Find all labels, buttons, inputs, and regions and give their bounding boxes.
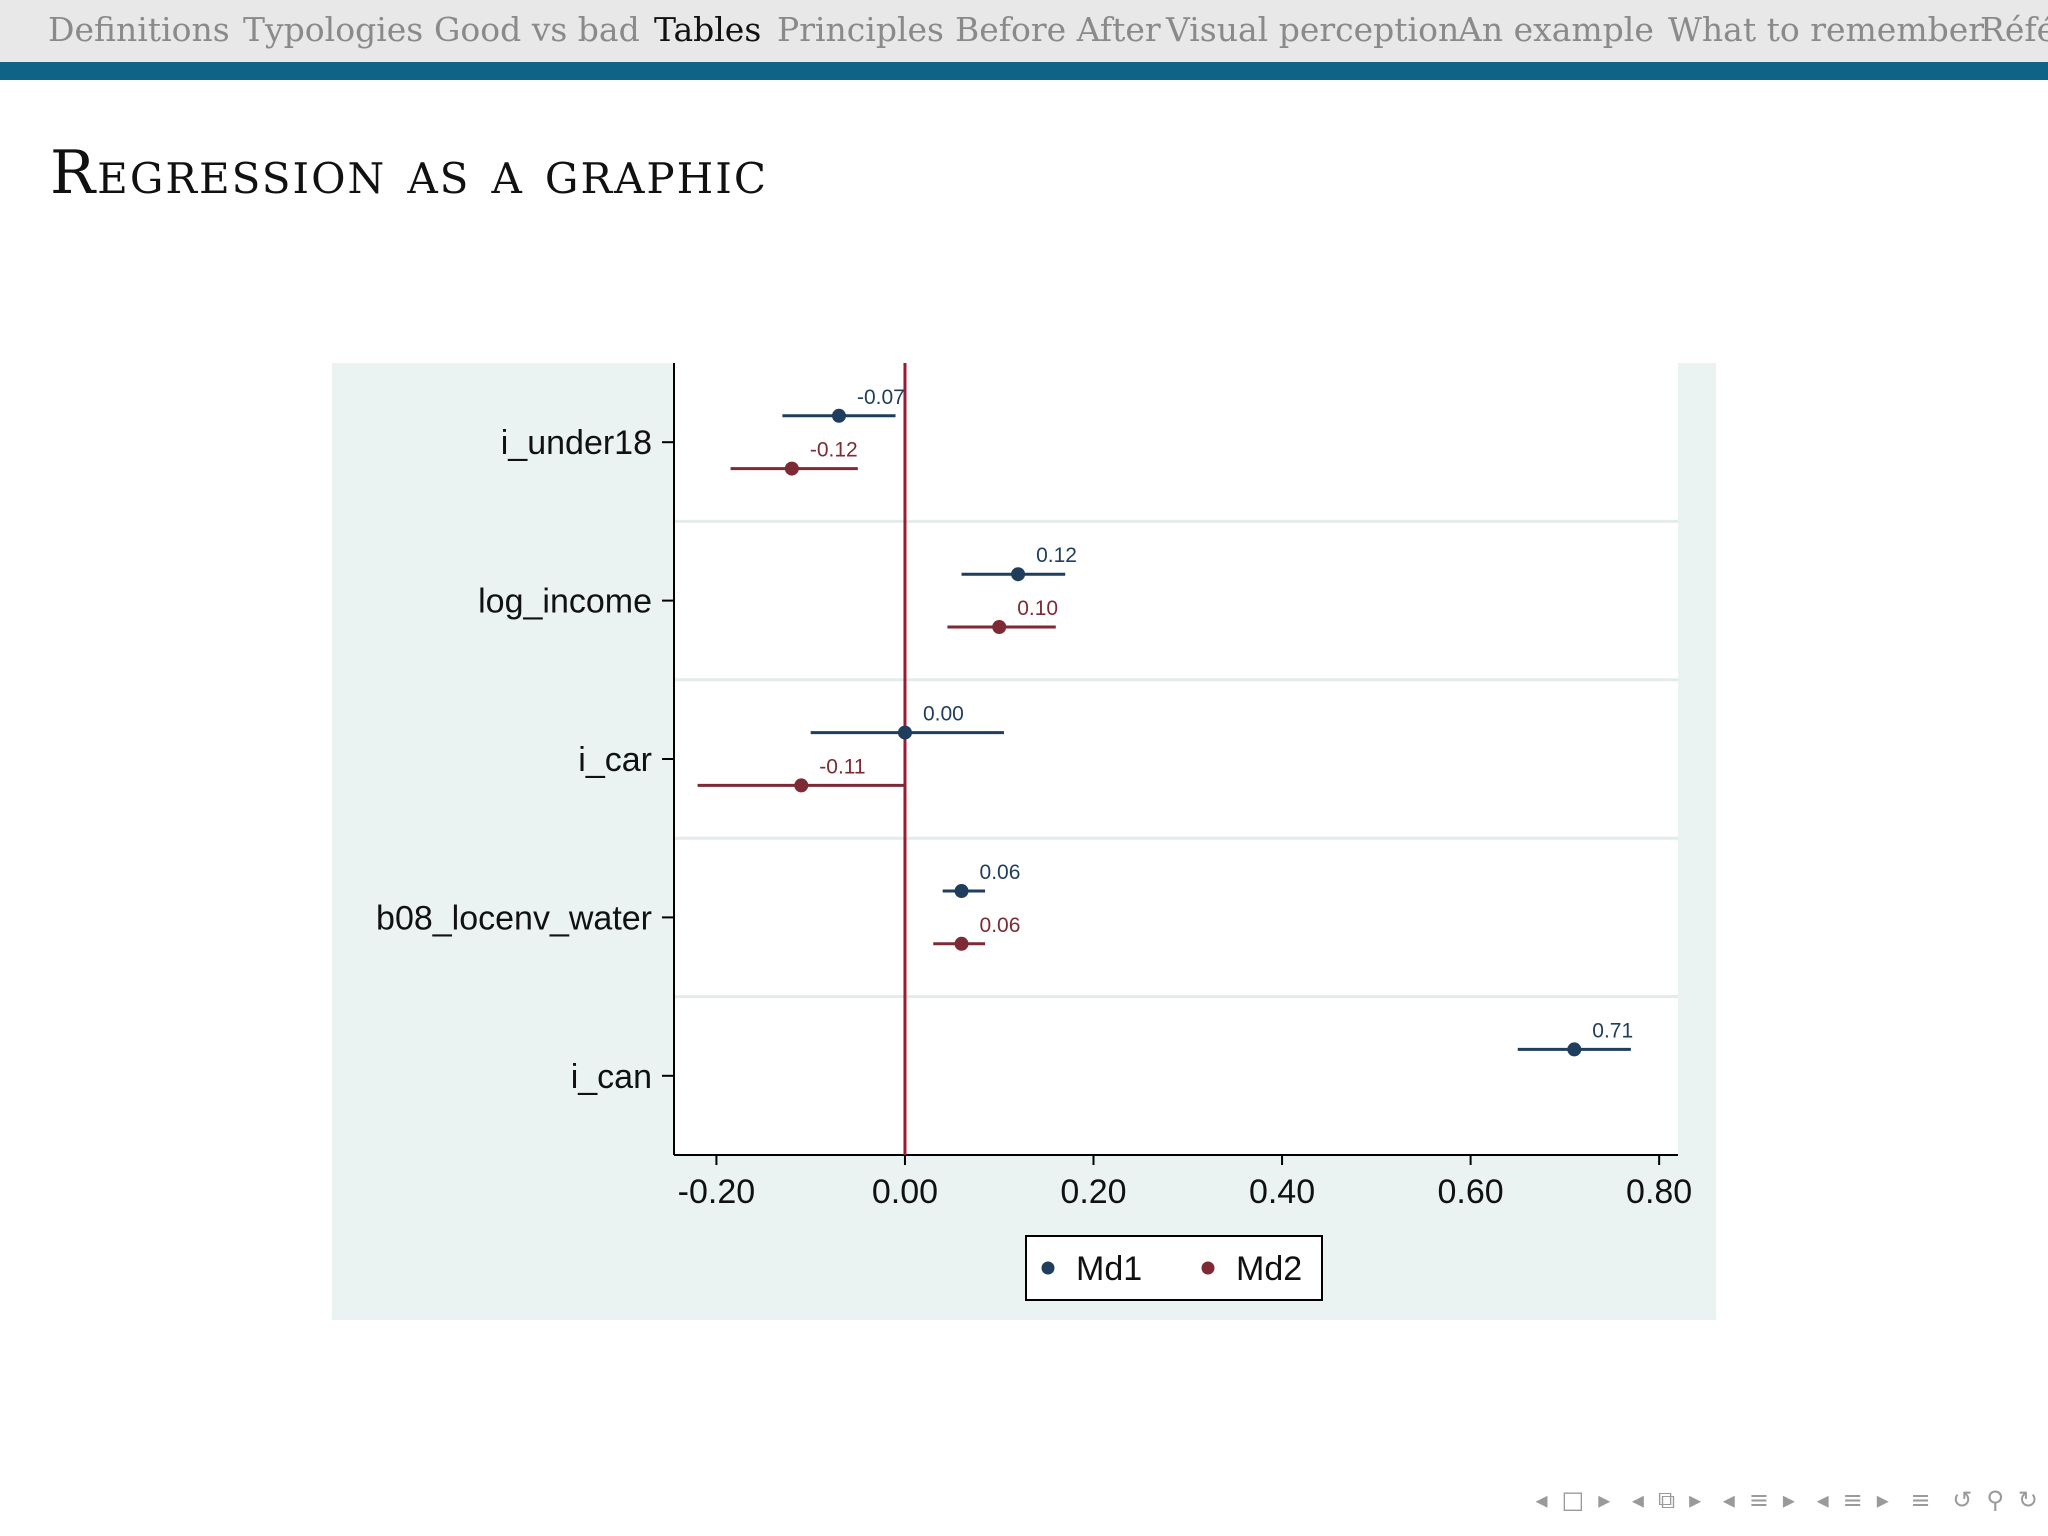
- coefficient-point: [897, 725, 912, 740]
- legend-marker: [1201, 1261, 1215, 1275]
- data-label: 0.10: [1017, 597, 1058, 620]
- nav-item-principles[interactable]: Principles: [777, 10, 944, 49]
- x-tick-label: 0.40: [1249, 1173, 1315, 1211]
- legend-label: Md2: [1236, 1250, 1302, 1288]
- coefficient-point: [794, 778, 809, 793]
- nav-item-good-vs-bad[interactable]: Good vs bad: [434, 10, 640, 49]
- coefficient-point: [1011, 567, 1026, 582]
- x-tick-label: 0.80: [1626, 1173, 1692, 1211]
- nav-left-icon[interactable]: ◂: [1631, 1486, 1644, 1514]
- header-divider: [0, 62, 2048, 80]
- data-label: -0.07: [857, 386, 905, 409]
- nav-right-icon[interactable]: ▸: [1782, 1486, 1795, 1514]
- data-label: -0.12: [810, 439, 858, 462]
- coefficient-point: [954, 884, 969, 898]
- menu-icon[interactable]: ≡: [1910, 1486, 1931, 1514]
- nav-right-icon[interactable]: ▸: [1876, 1486, 1889, 1514]
- toc-icon[interactable]: ≡: [1842, 1486, 1863, 1514]
- y-tick-label: log_income: [478, 583, 652, 621]
- search-icon[interactable]: ⚲: [1986, 1486, 2004, 1514]
- redo-icon[interactable]: ↻: [2017, 1486, 2038, 1514]
- coefficient-chart: -0.20 0.00 0.20 0.40 0.60 0.80 i_under18 log_in…: [332, 363, 1716, 1320]
- data-label: 0.71: [1592, 1019, 1633, 1042]
- nav-left-icon[interactable]: ◂: [1816, 1486, 1829, 1514]
- y-tick-label: i_car: [578, 741, 652, 779]
- x-tick-label: -0.20: [678, 1173, 756, 1211]
- y-tick-label: b08_locenv_water: [376, 899, 652, 937]
- data-label: -0.11: [819, 755, 865, 778]
- x-tick-label: 0.00: [872, 1173, 938, 1211]
- nav-item-references[interactable]: Réfé: [1980, 10, 2048, 49]
- nav-item-visual-perception[interactable]: Visual perception: [1166, 10, 1460, 49]
- y-tick-label: i_can: [571, 1058, 652, 1096]
- coefficient-point: [992, 620, 1007, 634]
- nav-item-definitions[interactable]: Definitions: [48, 10, 230, 49]
- nav-item-an-example[interactable]: An example: [1458, 10, 1654, 49]
- nav-left-icon[interactable]: ◂: [1535, 1486, 1548, 1514]
- y-tick-label: i_under18: [501, 424, 652, 462]
- plot-area: [674, 363, 1678, 1155]
- nav-item-typologies[interactable]: Typologies: [243, 10, 424, 49]
- undo-icon[interactable]: ↺: [1952, 1486, 1973, 1514]
- nav-item-before-after[interactable]: Before After: [955, 10, 1161, 49]
- data-label: 0.00: [923, 703, 964, 726]
- coefficient-point: [784, 461, 799, 476]
- legend-label: Md1: [1076, 1250, 1142, 1288]
- frame-icon[interactable]: □: [1561, 1486, 1585, 1514]
- coefficient-plot-svg: -0.20 0.00 0.20 0.40 0.60 0.80 i_under18 log_in…: [332, 363, 1716, 1320]
- x-tick-label: 0.60: [1438, 1173, 1504, 1211]
- data-label: 0.06: [980, 861, 1021, 884]
- data-label: 0.12: [1036, 544, 1077, 567]
- nav-item-tables[interactable]: Tables: [654, 10, 762, 49]
- slide-title: Regression as a graphic: [50, 138, 769, 208]
- section-icon[interactable]: ≡: [1748, 1486, 1769, 1514]
- coefficient-point: [831, 408, 846, 423]
- nav-right-icon[interactable]: ▸: [1689, 1486, 1702, 1514]
- nav-item-what-to-remember[interactable]: What to remember: [1668, 10, 1985, 49]
- x-tick-label: 0.20: [1060, 1173, 1126, 1211]
- coefficient-point: [1567, 1042, 1582, 1057]
- legend-marker: [1041, 1261, 1055, 1275]
- nav-left-icon[interactable]: ◂: [1722, 1486, 1735, 1514]
- beamer-navigation: ◂ □ ▸ ◂ ⧉ ▸ ◂ ≡ ▸ ◂ ≡ ▸ ≡ ↺ ⚲ ↻: [1521, 1486, 2038, 1526]
- nav-right-icon[interactable]: ▸: [1598, 1486, 1611, 1514]
- coefficient-point: [954, 936, 969, 951]
- data-label: 0.06: [980, 914, 1021, 937]
- subsection-icon[interactable]: ⧉: [1657, 1486, 1676, 1514]
- section-navigation: Definitions Typologies Good vs bad Table…: [0, 0, 2048, 62]
- legend-box: [1025, 1235, 1323, 1301]
